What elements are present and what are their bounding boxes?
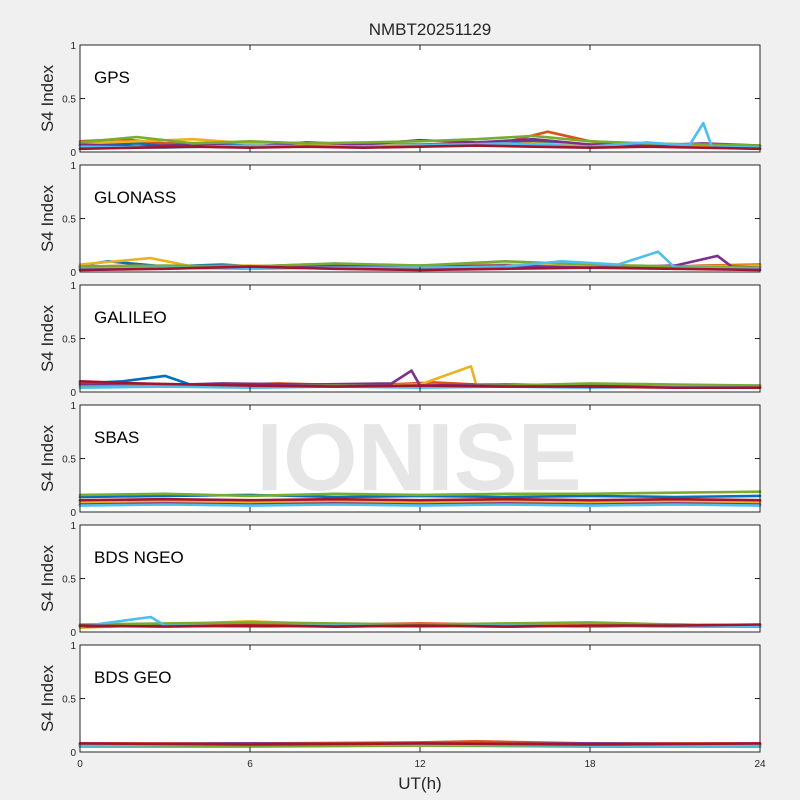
y-tick-label: 1 xyxy=(70,41,76,52)
y-axis-label: S4 Index xyxy=(38,544,57,612)
panel-galileo: 0 0.5 1 GALILEO S4 Index xyxy=(38,281,762,399)
panel-glonass: 0 0.5 1 GLONASS S4 Index xyxy=(38,161,762,279)
panel-title: GALILEO xyxy=(94,308,167,327)
x-tick-label: 0 xyxy=(77,759,83,770)
panel-bds-ngeo: 0 0.5 1 BDS NGEO S4 Index xyxy=(38,521,762,639)
panel-gps: 0 0.5 1 GPS S4 Index xyxy=(38,41,762,159)
series-line xyxy=(78,121,762,149)
y-tick-label: 1 xyxy=(70,521,76,532)
plot-area xyxy=(80,285,760,392)
y-tick-label: 0 xyxy=(70,148,76,159)
x-tick-label: 6 xyxy=(247,759,253,770)
series-line xyxy=(78,490,762,498)
series-line xyxy=(78,623,762,628)
plot-area xyxy=(80,45,760,152)
y-tick-label: 1 xyxy=(70,281,76,292)
plot-area xyxy=(80,165,760,272)
y-tick-label: 0 xyxy=(70,628,76,639)
series-line xyxy=(78,259,762,270)
x-tick-label: 18 xyxy=(584,759,596,770)
panel-title: BDS NGEO xyxy=(94,548,184,567)
y-tick-label: 0.5 xyxy=(62,215,76,226)
x-tick-label: 24 xyxy=(754,759,766,770)
panel-title: GLONASS xyxy=(94,188,176,207)
y-axis-label: S4 Index xyxy=(38,304,57,372)
figure-title: NMBT20251129 xyxy=(369,20,492,39)
y-tick-label: 0.5 xyxy=(62,95,76,106)
y-axis-label: S4 Index xyxy=(38,664,57,732)
x-axis-label: UT(h) xyxy=(398,774,441,793)
series-line xyxy=(78,503,762,507)
y-tick-label: 0 xyxy=(70,508,76,519)
y-tick-label: 0.5 xyxy=(62,575,76,586)
panel-sbas: 0 0.5 1 SBAS S4 Index xyxy=(38,401,762,519)
y-tick-label: 0.5 xyxy=(62,455,76,466)
panel-title: SBAS xyxy=(94,428,139,447)
series-line xyxy=(78,497,762,502)
y-tick-label: 0 xyxy=(70,388,76,399)
series-line xyxy=(78,499,762,504)
y-tick-label: 1 xyxy=(70,401,76,412)
series-line xyxy=(78,144,762,151)
y-tick-label: 0 xyxy=(70,268,76,279)
y-tick-label: 0.5 xyxy=(62,335,76,346)
panels: 0 0.5 1 GPS S4 Index 0 0.5 1 GLONASS S4 Index 0 0.5… xyxy=(38,41,766,770)
plot-area xyxy=(80,525,760,632)
watermark-text: IONISE xyxy=(256,404,581,511)
panel-title: GPS xyxy=(94,68,130,87)
series-line xyxy=(78,742,762,746)
y-tick-label: 1 xyxy=(70,641,76,652)
x-tick-label: 12 xyxy=(414,759,426,770)
y-tick-label: 0.5 xyxy=(62,695,76,706)
series-line xyxy=(78,379,762,390)
y-axis-label: S4 Index xyxy=(38,184,57,252)
y-tick-label: 1 xyxy=(70,161,76,172)
plot-area xyxy=(80,645,760,752)
panel-bds-geo: 0 0.5 1 0 6 12 18 24 BDS GEO S4 Index xyxy=(38,641,766,770)
y-axis-label: S4 Index xyxy=(38,64,57,132)
y-axis-label: S4 Index xyxy=(38,424,57,492)
panel-title: BDS GEO xyxy=(94,668,171,687)
y-tick-label: 0 xyxy=(70,748,76,759)
